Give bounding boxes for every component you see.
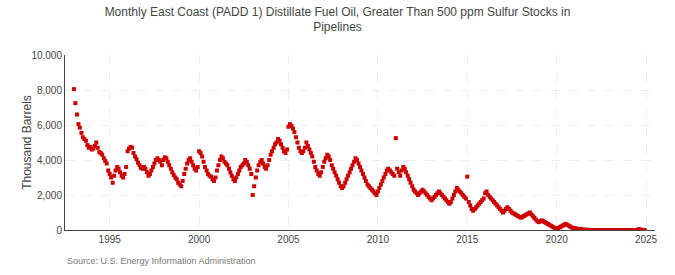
svg-text:2025: 2025 [635, 234, 658, 245]
svg-text:2,000: 2,000 [37, 190, 62, 201]
svg-text:1995: 1995 [99, 234, 122, 245]
svg-text:Monthly East Coast (PADD 1) Di: Monthly East Coast (PADD 1) Distillate F… [105, 5, 571, 35]
svg-text:6,000: 6,000 [37, 120, 62, 131]
svg-text:4,000: 4,000 [37, 155, 62, 166]
svg-text:Thousand Barrels: Thousand Barrels [20, 95, 34, 190]
svg-text:10,000: 10,000 [31, 50, 62, 61]
svg-text:8,000: 8,000 [37, 85, 62, 96]
svg-text:2015: 2015 [456, 234, 479, 245]
svg-text:Source: U.S. Energy Informatio: Source: U.S. Energy Information Administ… [67, 256, 256, 266]
svg-text:2010: 2010 [367, 234, 390, 245]
svg-text:0: 0 [56, 225, 62, 236]
svg-text:2005: 2005 [277, 234, 300, 245]
svg-text:2000: 2000 [188, 234, 211, 245]
svg-text:2020: 2020 [546, 234, 569, 245]
